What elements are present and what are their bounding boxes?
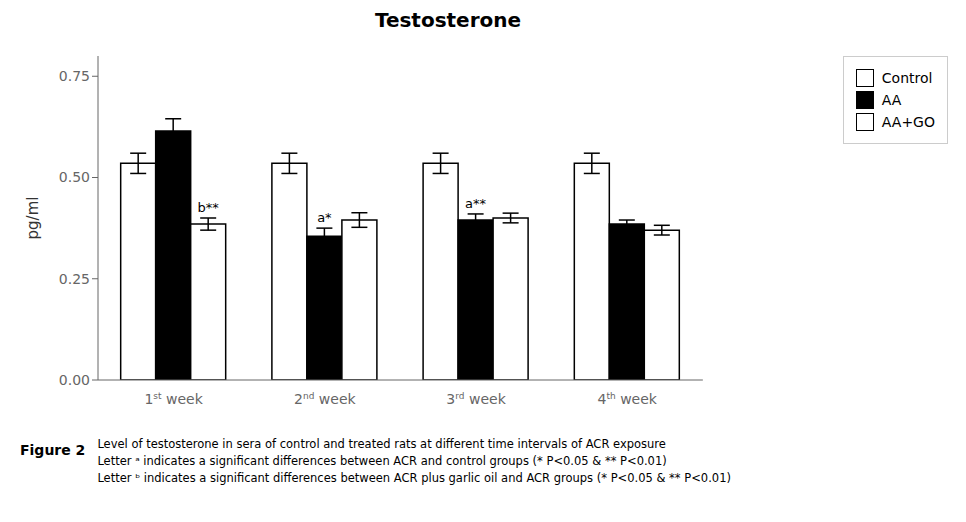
- svg-text:3rd week: 3rd week: [446, 391, 506, 407]
- html-text:Letter ᵇ indicates a significa: Letter ᵇ indicates a significant differe…: [97, 471, 731, 485]
- html-text:Testosterone: Testosterone: [374, 8, 522, 32]
- svg-text:b**: b**: [198, 200, 220, 215]
- html-text:Level of testosterone in sera: Level of testosterone in sera of control…: [97, 437, 666, 451]
- svg-text:4th week: 4th week: [598, 391, 658, 407]
- svg-text:1st week: 1st week: [144, 391, 203, 407]
- html-text:AA: AA: [881, 92, 902, 108]
- html-text:Control: Control: [881, 70, 933, 86]
- svg-text:0.75: 0.75: [59, 68, 90, 84]
- svg-text:0.00: 0.00: [59, 372, 90, 388]
- svg-text:0.25: 0.25: [59, 271, 90, 287]
- svg-text:pg/ml: pg/ml: [24, 197, 42, 240]
- html-text:Letter ᵃ indicates a significa: Letter ᵃ indicates a significant differe…: [97, 454, 667, 468]
- svg-text:0.50: 0.50: [59, 169, 90, 185]
- html-text:AA+GO: AA+GO: [881, 114, 935, 130]
- html-text:Figure 2: Figure 2: [20, 442, 86, 458]
- svg-text:a*: a*: [317, 210, 332, 225]
- svg-text:a**: a**: [465, 196, 486, 211]
- svg-text:2nd week: 2nd week: [294, 391, 356, 407]
